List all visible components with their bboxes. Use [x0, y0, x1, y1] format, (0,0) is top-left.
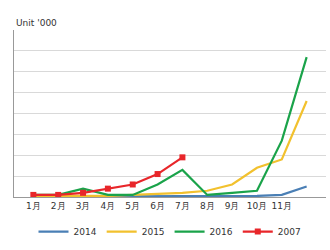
svg-text:1月: 1月	[26, 201, 41, 211]
svg-text:6月: 6月	[150, 201, 165, 211]
svg-text:5月: 5月	[125, 201, 140, 211]
svg-text:2月: 2月	[51, 201, 66, 211]
svg-text:7月: 7月	[175, 201, 190, 211]
svg-text:2015: 2015	[142, 227, 165, 237]
svg-text:8月: 8月	[200, 201, 215, 211]
svg-text:4月: 4月	[101, 201, 116, 211]
svg-text:Unit '000: Unit '000	[16, 18, 57, 28]
svg-text:2007: 2007	[278, 227, 301, 237]
svg-text:10月: 10月	[247, 201, 267, 211]
svg-text:11月: 11月	[272, 201, 292, 211]
svg-text:9月: 9月	[225, 201, 240, 211]
svg-text:3月: 3月	[76, 201, 91, 211]
svg-text:2016: 2016	[210, 227, 233, 237]
svg-text:2014: 2014	[74, 227, 97, 237]
